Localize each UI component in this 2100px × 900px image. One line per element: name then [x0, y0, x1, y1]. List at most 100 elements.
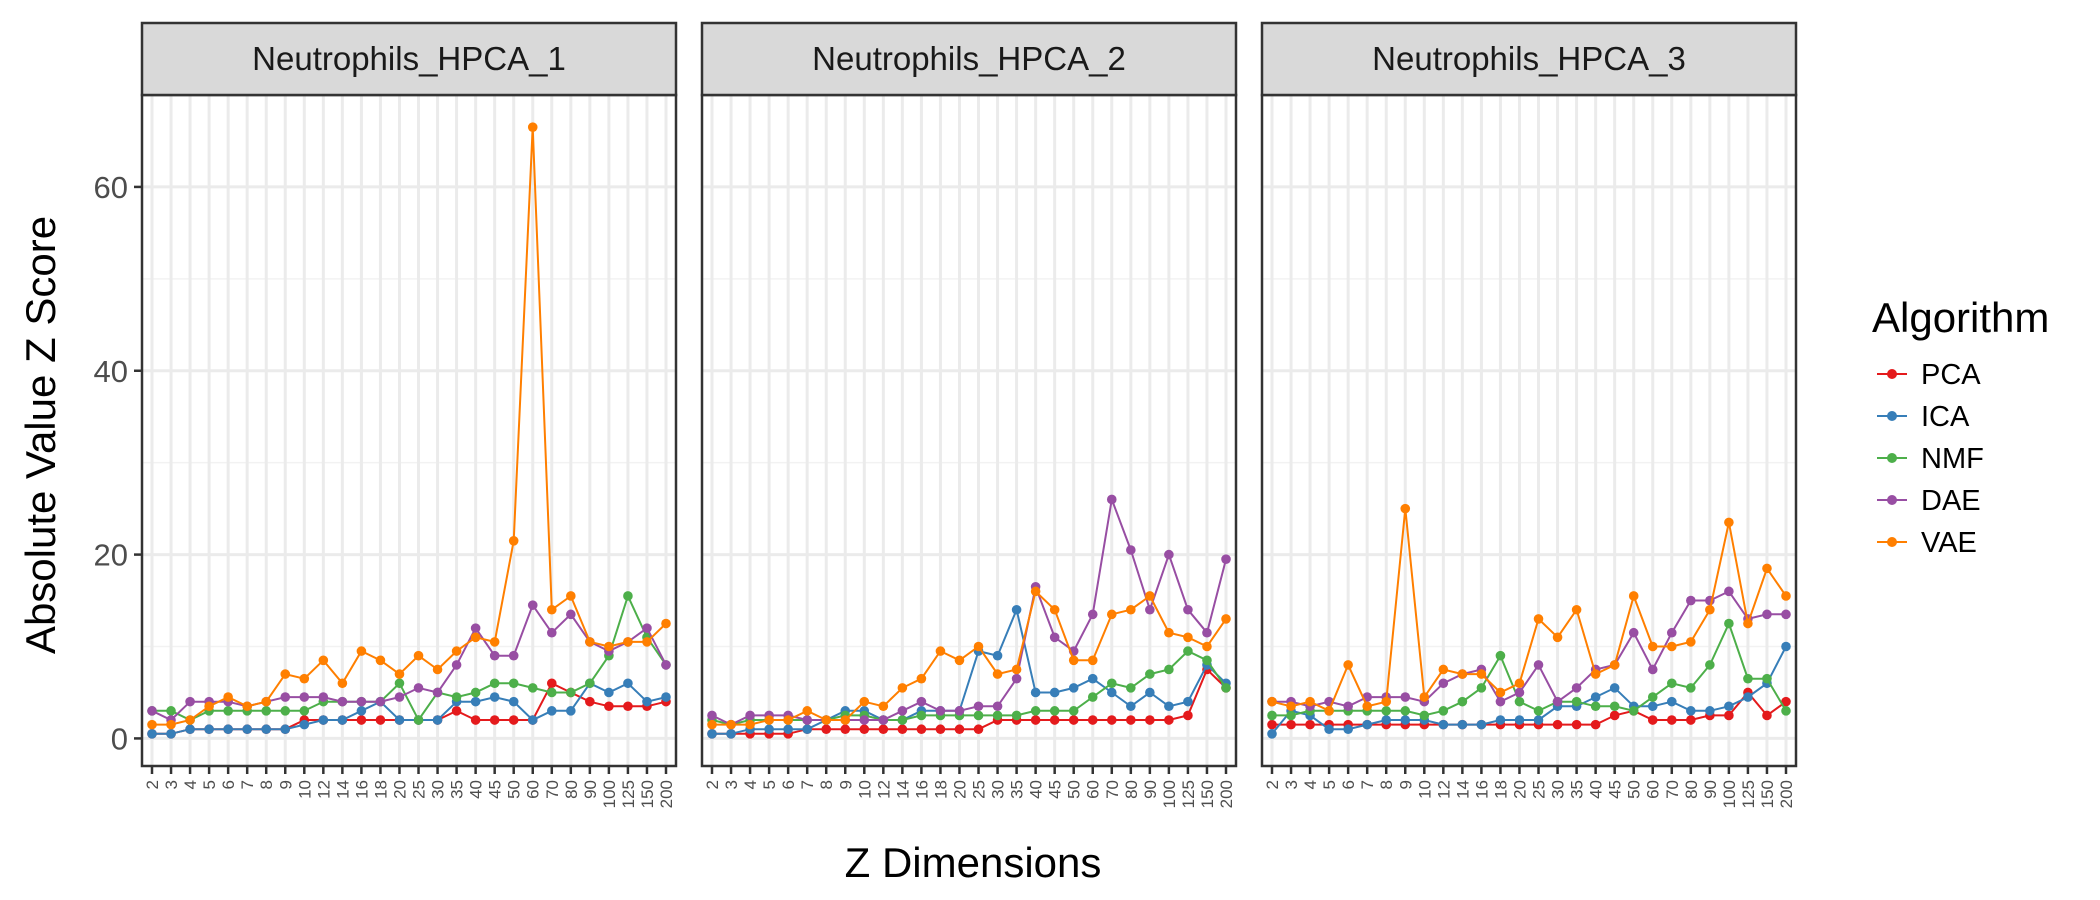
x-tick-label: 10: [295, 780, 314, 799]
data-point-vae: [878, 701, 889, 712]
panel-3: Neutrophils_HPCA_32 3 4 5 6 7 8 9 10 12 14 16 18 20 25…: [1260, 21, 1798, 808]
legend-key-point: [1887, 411, 1897, 421]
data-point-nmf: [1666, 678, 1677, 689]
data-point-nmf: [546, 687, 557, 698]
data-point-pca: [1647, 715, 1658, 725]
x-tick-label: 70: [1103, 780, 1122, 799]
data-point-pca: [508, 715, 519, 725]
data-point-pca: [546, 678, 557, 689]
data-point-nmf: [916, 710, 927, 721]
data-point-vae: [299, 673, 310, 684]
x-tick-label: 6: [1339, 780, 1358, 789]
data-point-vae: [432, 664, 443, 675]
data-point-dae: [1724, 586, 1734, 597]
data-point-pca: [451, 706, 462, 716]
data-point-pca: [1164, 715, 1174, 725]
data-point-vae: [1495, 687, 1506, 698]
data-point-pca: [1305, 719, 1315, 730]
data-point-ica: [1068, 683, 1079, 693]
data-point-vae: [1609, 660, 1620, 670]
data-point-dae: [1164, 549, 1174, 560]
data-point-pca: [623, 701, 633, 712]
data-point-nmf: [223, 706, 233, 716]
data-point-vae: [1438, 664, 1449, 675]
data-point-pca: [1762, 710, 1772, 721]
data-point-ica: [1267, 729, 1277, 739]
data-point-dae: [661, 660, 671, 670]
data-point-dae: [1571, 683, 1582, 693]
x-tick-label: 9: [1396, 780, 1415, 789]
data-point-ica: [337, 715, 348, 725]
data-point-pca: [470, 715, 481, 725]
data-point-nmf: [1164, 664, 1174, 675]
data-point-ica: [1049, 687, 1060, 698]
data-point-ica: [470, 696, 481, 707]
x-tick-label: 125: [619, 780, 638, 808]
data-point-pca: [1030, 715, 1041, 725]
data-point-dae: [375, 696, 386, 707]
data-point-ica: [1609, 683, 1620, 693]
data-point-nmf: [1087, 692, 1098, 702]
data-point-vae: [223, 692, 233, 702]
data-point-ica: [1087, 673, 1098, 684]
x-tick-label: 9: [836, 780, 855, 789]
data-point-vae: [661, 618, 671, 629]
x-tick-label: 90: [1141, 780, 1160, 799]
x-tick-label: 200: [1217, 780, 1236, 808]
legend: Algorithm PCA ICA NMF DAE VAE: [1872, 294, 2049, 559]
data-point-nmf: [1030, 706, 1041, 716]
data-point-ica: [508, 696, 519, 707]
data-point-nmf: [394, 678, 405, 689]
x-tick-label: 6: [779, 780, 798, 789]
data-point-vae: [745, 719, 755, 730]
x-tick-label: 4: [1301, 780, 1320, 789]
data-point-ica: [1400, 715, 1411, 725]
data-point-ica: [566, 706, 576, 716]
data-point-pca: [878, 724, 889, 735]
x-tick-label: 40: [1587, 780, 1606, 799]
data-point-vae: [375, 655, 386, 666]
data-point-pca: [585, 696, 595, 707]
data-point-dae: [147, 706, 157, 716]
x-tick-label: 35: [1008, 780, 1027, 799]
data-point-pca: [1126, 715, 1136, 725]
x-tick-label: 3: [162, 780, 181, 789]
data-point-nmf: [1011, 710, 1022, 721]
data-point-vae: [1552, 632, 1563, 643]
data-point-dae: [299, 692, 310, 702]
data-point-nmf: [299, 706, 310, 716]
data-point-vae: [642, 637, 652, 647]
data-point-vae: [1686, 637, 1696, 647]
data-point-vae: [242, 701, 252, 712]
data-point-nmf: [470, 687, 481, 698]
data-point-nmf: [1183, 646, 1193, 656]
data-point-nmf: [1381, 706, 1392, 716]
data-point-vae: [566, 591, 576, 601]
data-point-vae: [1724, 517, 1734, 528]
data-point-vae: [1476, 669, 1487, 679]
data-point-dae: [356, 696, 367, 707]
data-point-ica: [356, 706, 367, 716]
x-tick-label: 45: [1046, 780, 1065, 799]
x-tick-label: 80: [1682, 780, 1701, 799]
x-tick-label: 90: [1701, 780, 1720, 799]
series-line-pca: [1272, 690, 1787, 726]
data-point-vae: [1106, 609, 1117, 620]
data-point-pca: [973, 724, 984, 735]
series-line-vae: [152, 127, 667, 726]
plot-background: [702, 95, 1236, 766]
data-point-ica: [802, 724, 812, 735]
series-line-ica: [712, 606, 1227, 735]
data-point-pca: [1781, 696, 1791, 707]
data-point-pca: [1686, 715, 1696, 725]
x-tick-label: 125: [1739, 780, 1758, 808]
data-point-vae: [470, 632, 481, 643]
series-line-vae: [712, 589, 1227, 726]
data-point-dae: [1126, 545, 1136, 555]
data-point-dae: [1514, 687, 1525, 698]
data-point-ica: [992, 650, 1003, 661]
series-vae: [147, 122, 671, 730]
data-point-pca: [1724, 710, 1734, 721]
series-line-nmf: [152, 593, 667, 722]
x-tick-label: 45: [486, 780, 505, 799]
